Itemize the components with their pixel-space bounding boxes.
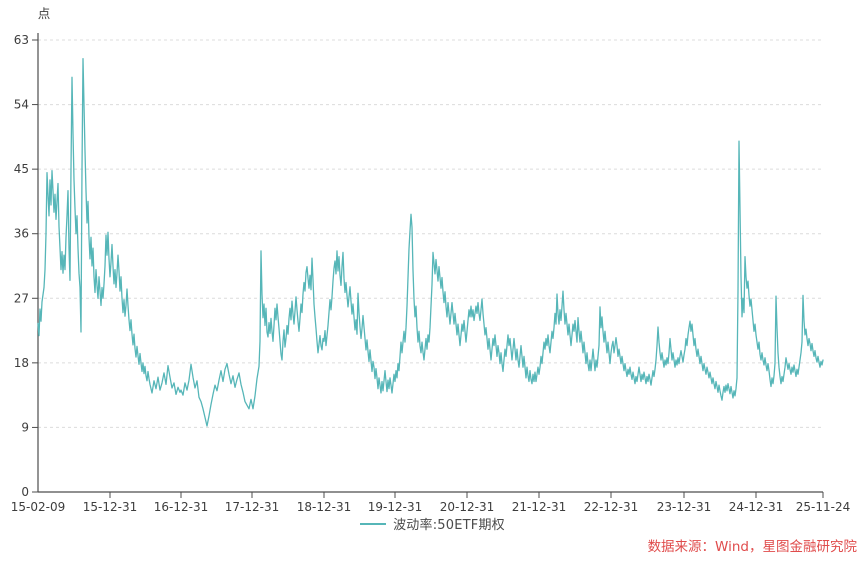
series-line-volatility <box>37 58 824 427</box>
x-tick-label: 21-12-31 <box>512 500 566 512</box>
x-tick-label: 18-12-31 <box>297 500 351 512</box>
x-tick-label: 22-12-31 <box>584 500 638 512</box>
y-axis-unit-label: 点 <box>38 6 51 21</box>
x-tick-label: 15-12-31 <box>83 500 137 512</box>
x-tick-label: 16-12-31 <box>154 500 208 512</box>
y-tick-label: 63 <box>14 33 29 47</box>
x-tick-label: 17-12-31 <box>225 500 279 512</box>
x-tick-label: 20-12-31 <box>440 500 494 512</box>
x-tick-label: 23-12-31 <box>657 500 711 512</box>
y-tick-label: 9 <box>21 420 29 434</box>
legend: 波动率:50ETF期权 <box>0 514 865 533</box>
chart-plot-area: 0 9 18 27 36 45 54 63 点 15-02-09 15-12-31 16-12-31 1… <box>11 6 850 512</box>
y-tick-label: 54 <box>14 98 29 112</box>
y-tick-label: 45 <box>14 162 29 176</box>
x-tick-label: 25-11-24 <box>796 500 850 512</box>
x-tick-label: 24-12-31 <box>729 500 783 512</box>
legend-line-swatch <box>360 522 387 525</box>
y-tick-label: 36 <box>14 227 29 241</box>
y-tick-label: 27 <box>14 291 29 305</box>
x-tick-label: 15-02-09 <box>11 500 65 512</box>
y-tick-label: 0 <box>21 485 29 499</box>
source-note: 数据来源：Wind，星图金融研究院 <box>647 539 857 555</box>
x-tick-label: 19-12-31 <box>368 500 422 512</box>
legend-label: 波动率:50ETF期权 <box>393 518 505 533</box>
y-tick-label: 18 <box>14 356 29 370</box>
